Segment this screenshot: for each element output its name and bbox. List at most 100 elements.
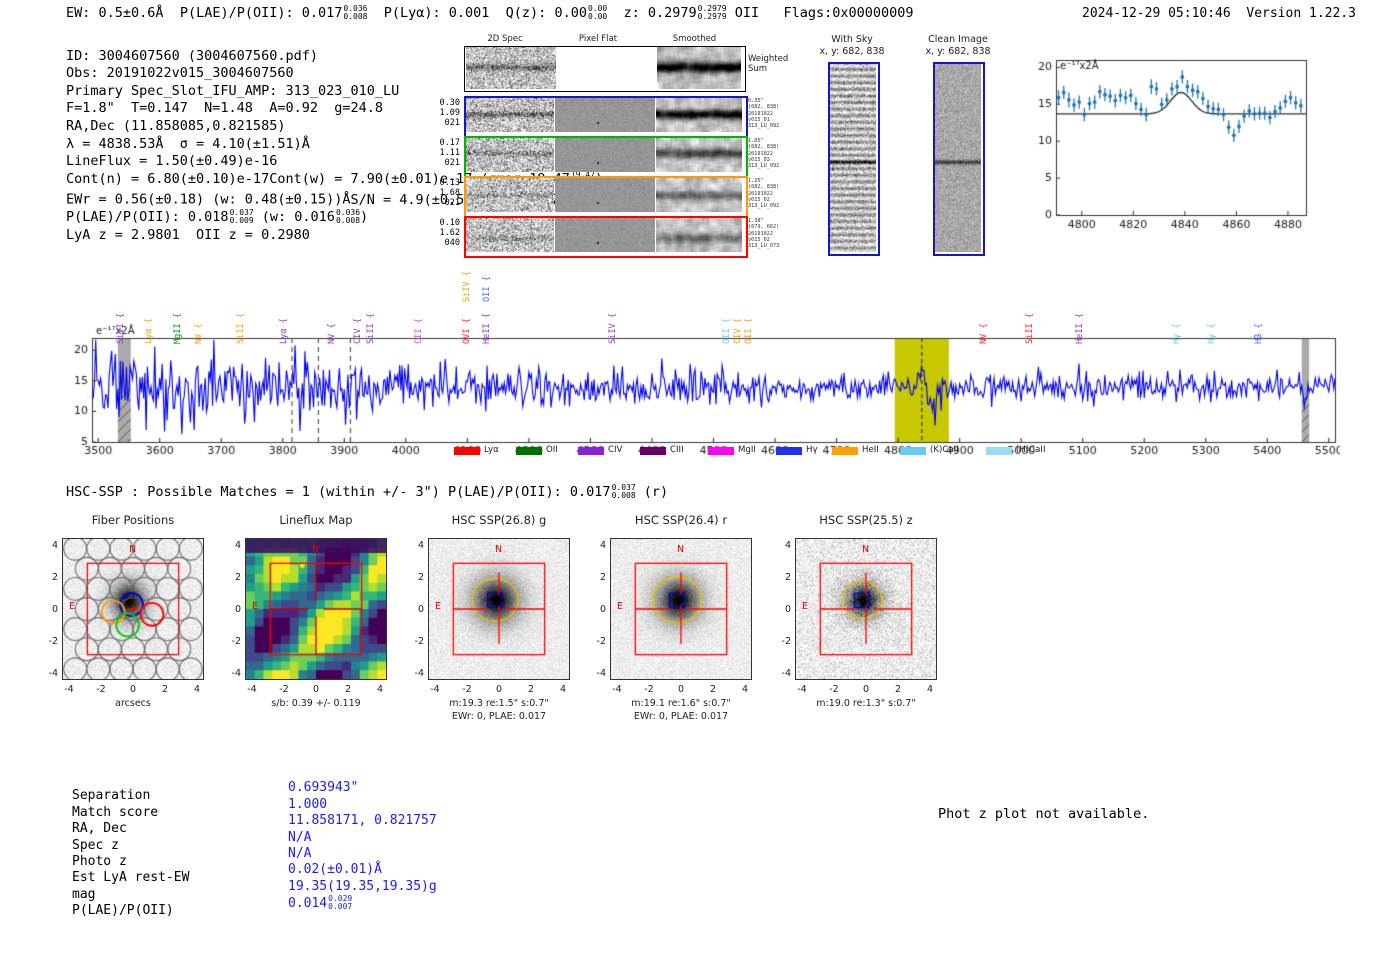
info-line-7: Cont(n) = 6.80(±0.10)e-17 bbox=[66, 170, 270, 187]
panel-x-tick: 4 bbox=[559, 684, 567, 695]
full-spectrum-canvas bbox=[60, 276, 1340, 466]
fiber-stat-value: 040 bbox=[444, 238, 460, 248]
fiber-meta-line: v015_02 bbox=[748, 236, 770, 243]
legend-swatch bbox=[454, 447, 480, 455]
panel-image-axes[interactable] bbox=[610, 538, 752, 680]
panel-image-axes[interactable] bbox=[245, 538, 387, 680]
panel-x-tick: 2 bbox=[161, 684, 169, 695]
panel-title: HSC SSP(26.8) g bbox=[451, 513, 547, 527]
info-plae: P(LAE)/P(OII): 0.018 0.037 0.009 (w: 0.016… bbox=[66, 208, 369, 226]
legend-label: Lyα bbox=[484, 445, 499, 455]
legend-swatch bbox=[776, 447, 802, 455]
fiber-meta-line: v015_01 bbox=[748, 116, 770, 123]
header-z-type: OII bbox=[734, 5, 760, 21]
panel-x-tick: 4 bbox=[376, 684, 384, 695]
header-qz-hi: 0.00 bbox=[587, 4, 608, 13]
weighted-sum-smoothed-image bbox=[657, 47, 741, 89]
match-label-5: Est LyA rest-EW bbox=[72, 870, 190, 886]
match-label-0: Separation bbox=[72, 788, 151, 804]
panel-image-canvas bbox=[611, 539, 751, 679]
panel-caption-secondary: EWr: 0, PLAE: 0.017 bbox=[451, 711, 547, 722]
panel-y-tick: 4 bbox=[417, 540, 424, 551]
panel-title: HSC SSP(26.4) r bbox=[634, 513, 728, 527]
panel-y-tick: -4 bbox=[596, 668, 606, 679]
panel-x-tick: -4 bbox=[797, 684, 807, 695]
clean-image-coords: x, y: 682, 838 bbox=[925, 46, 991, 57]
panel-x-tick: -4 bbox=[430, 684, 440, 695]
panel-caption-secondary: EWr: 0, PLAE: 0.017 bbox=[633, 711, 729, 722]
panel-x-tick: -2 bbox=[644, 684, 654, 695]
weighted-sum-label: Weighted Sum bbox=[748, 54, 789, 74]
panel-x-tick: 2 bbox=[709, 684, 717, 695]
fiber-stat-value: 0.17 bbox=[439, 138, 460, 148]
fiber-meta-line: 313_LU_092 bbox=[748, 203, 780, 210]
sky-cutouts-panel: With Sky x, y: 682, 838 Clean Image x, y… bbox=[798, 34, 1018, 256]
fiber-stat-value: 0.13 bbox=[439, 178, 460, 188]
info-plae-hi2: 0.036 bbox=[335, 208, 361, 218]
panel-image-canvas bbox=[63, 539, 203, 679]
panel-title: HSC SSP(25.5) z bbox=[819, 513, 913, 527]
fiber-row-frame bbox=[464, 96, 748, 138]
panel-image-axes[interactable] bbox=[795, 538, 937, 680]
compass-east-label: E bbox=[802, 601, 809, 612]
legend-label: OII bbox=[546, 445, 558, 455]
fiber-meta-line: 313_LU_073 bbox=[748, 243, 780, 250]
with-sky-frame bbox=[828, 62, 880, 256]
panel-y-tick: 2 bbox=[51, 572, 58, 583]
panel-y-tick: -2 bbox=[231, 636, 241, 647]
fiber-2d-spec-image bbox=[466, 218, 554, 252]
fiber-2d-spec-image bbox=[466, 178, 554, 212]
legend-label: CIV bbox=[608, 445, 623, 455]
info-ewr: EWr = 0.56(±0.18) (w: 0.48(±0.15))Å bbox=[66, 191, 351, 208]
compass-north-label: N bbox=[129, 544, 137, 555]
panel-y-tick: 2 bbox=[784, 572, 791, 583]
info-line-0: ID: 3004607560 (3004607560.pdf) bbox=[66, 47, 318, 64]
panel-x-tick: 2 bbox=[527, 684, 535, 695]
header-flags: Flags:0x00000009 bbox=[783, 5, 914, 21]
weighted-sum-2d-image bbox=[466, 47, 556, 89]
hscssp-header-hi: 0.037 bbox=[611, 483, 636, 492]
fiber-smoothed-image bbox=[656, 98, 742, 132]
panel-x-label: arcsecs bbox=[115, 698, 151, 709]
info-plae-end: ) bbox=[360, 209, 369, 226]
col-title-smoothed: Smoothed bbox=[672, 34, 717, 44]
header-datetime-text: 2024-12-29 05:10:46 bbox=[1082, 6, 1231, 21]
header-z-lo: 0.2979 bbox=[697, 12, 727, 21]
header-summary-line: EW: 0.5±0.6Å P(LAE)/P(OII): 0.017 0.036 0.… bbox=[66, 4, 914, 22]
spectrum-legend: Lyα OII CIV CIII MgII Hγ HeII (K)CaII (H)CaII bbox=[60, 444, 1340, 460]
panel-y-tick: -4 bbox=[231, 668, 241, 679]
info-line-1: Obs: 20191022v015_3004607560 bbox=[66, 65, 294, 82]
panel-image-axes[interactable] bbox=[428, 538, 570, 680]
panel-y-tick: 2 bbox=[599, 572, 606, 583]
match-value-plae: 0.014 bbox=[288, 895, 328, 911]
match-plae-lo: 0.007 bbox=[328, 902, 353, 912]
fiber-meta-line: 1.05" bbox=[748, 138, 764, 144]
fiber-meta-line: 20191022 bbox=[748, 150, 773, 157]
weighted-sum-frame bbox=[464, 46, 746, 92]
panel-image-canvas bbox=[246, 539, 386, 679]
panel-x-tick: -2 bbox=[96, 684, 106, 695]
panel-x-tick: 4 bbox=[926, 684, 934, 695]
panel-image-canvas bbox=[796, 539, 936, 679]
info-line-4: RA,Dec (11.858085,0.821585) bbox=[66, 117, 286, 134]
info-line-5: λ = 4838.53Å σ = 4.10(±1.51)Å bbox=[66, 135, 310, 152]
fiber-row-stats: 0.30 1.09 021 bbox=[418, 98, 460, 128]
legend-swatch bbox=[986, 447, 1012, 455]
compass-east-label: E bbox=[617, 601, 624, 612]
compass-north-label: N bbox=[495, 544, 503, 555]
hscssp-header-lo: 0.008 bbox=[611, 491, 636, 500]
fiber-smoothed-image bbox=[656, 138, 742, 172]
legend-swatch bbox=[516, 447, 542, 455]
fiber-stat-value: 0.30 bbox=[439, 98, 460, 108]
legend-label: CIII bbox=[670, 445, 684, 455]
fiber-row-frame bbox=[464, 136, 748, 178]
fiber-pixel-flat-image bbox=[555, 218, 655, 252]
panel-image-axes[interactable] bbox=[62, 538, 204, 680]
compass-east-label: E bbox=[252, 601, 259, 612]
fiber-stat-value: 021 bbox=[444, 198, 460, 208]
with-sky-title: With Sky bbox=[831, 34, 873, 45]
fiber-2d-spec-image bbox=[466, 138, 554, 172]
legend-swatch bbox=[640, 447, 666, 455]
panel-image-canvas bbox=[429, 539, 569, 679]
info-line-6: LineFlux = 1.50(±0.49)e-16 bbox=[66, 153, 278, 170]
